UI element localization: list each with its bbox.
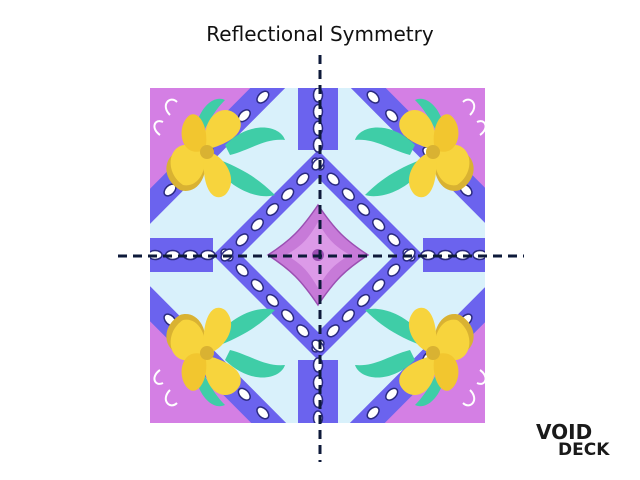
bead [326,172,340,186]
bead [292,442,308,458]
bead [250,218,264,232]
corner-flowers [153,98,485,407]
bead [237,387,251,401]
bead [250,278,264,292]
tile [150,52,485,458]
bead [356,293,371,308]
bead [356,202,371,217]
logo-line2: DECK [558,440,610,460]
bead [346,423,362,439]
bead [296,172,310,186]
logo-line1: VOID [536,420,593,444]
bead [273,423,289,439]
bead [372,278,386,292]
bead [328,442,344,458]
bead [273,70,289,86]
bead [385,109,399,123]
voiddeck-logo: VOID DECK [536,420,616,462]
flower [355,98,485,198]
bead [326,324,340,338]
bead [296,324,310,338]
diag-strip-bottom [298,360,338,423]
bead [265,202,280,217]
bead [341,309,355,323]
bead [256,406,270,420]
flower [153,98,285,198]
bead [281,187,295,201]
bead [235,263,249,277]
bead [292,52,308,68]
bead [256,90,270,104]
bead [281,309,295,323]
flower [355,307,485,407]
bead [387,233,401,247]
bead [387,263,401,277]
bead [366,406,380,420]
bead [265,293,280,308]
diagram-title: Reflectional Symmetry [206,22,434,46]
bead [235,233,249,247]
bead [341,187,355,201]
bead [385,387,399,401]
flower [153,307,285,407]
bead [366,90,380,104]
bead [328,52,344,68]
bead [372,218,386,232]
bead [346,70,362,86]
